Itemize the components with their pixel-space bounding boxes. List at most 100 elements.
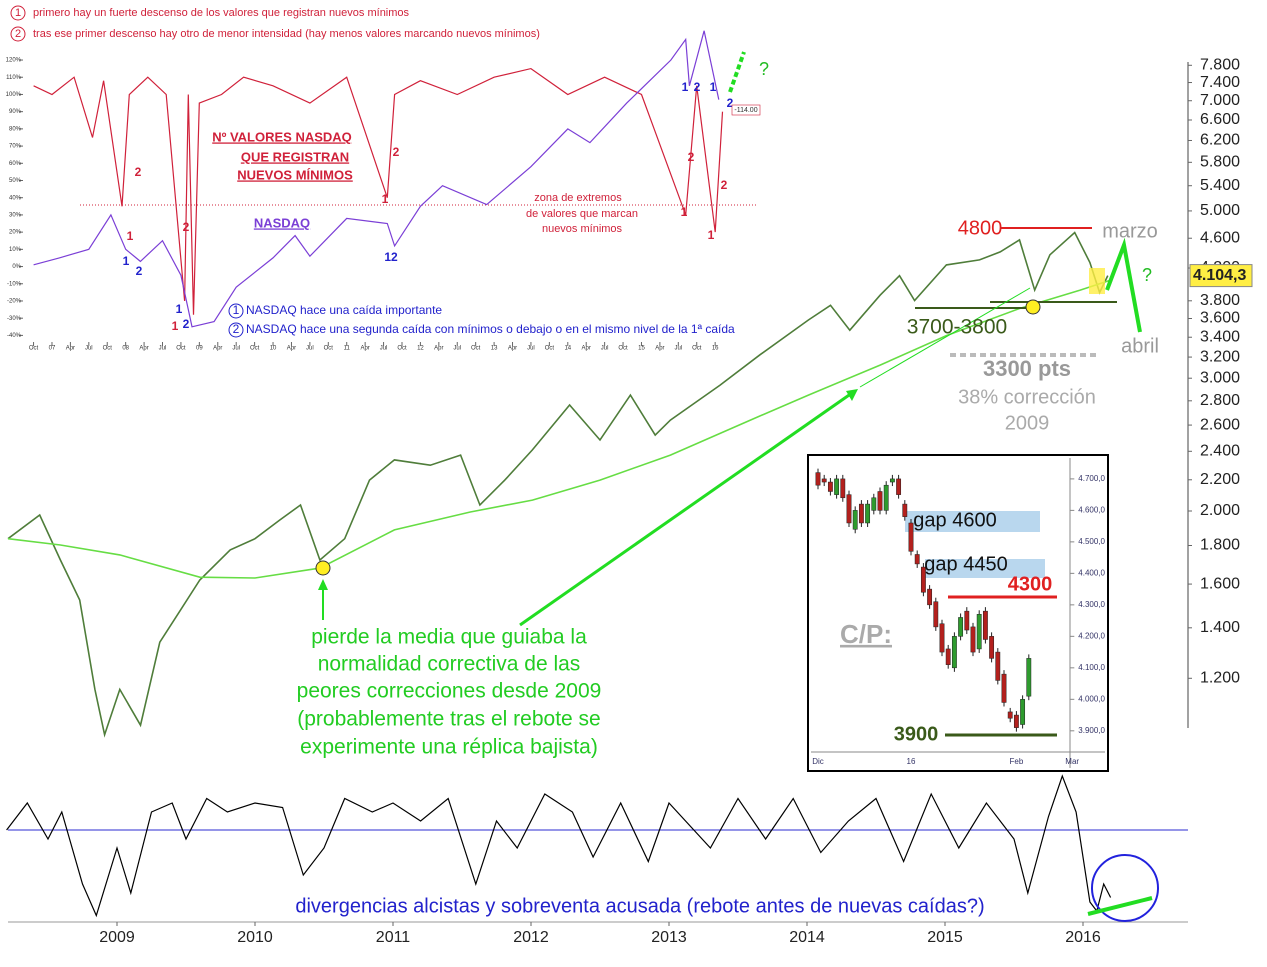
series-line <box>7 231 1109 738</box>
inset-frame <box>807 454 1109 772</box>
x-tick-label: 2009 <box>99 929 135 946</box>
candle-body <box>852 510 858 530</box>
month-label: abril <box>1121 335 1159 357</box>
x-tick-label: 2011 <box>376 929 411 946</box>
candle-body <box>982 610 988 640</box>
gap-label: gap 4600 <box>913 509 996 531</box>
wave-marker: 2 <box>727 96 734 110</box>
num-circle <box>228 322 244 338</box>
y-tick-label: 7.800 <box>1200 57 1240 74</box>
candle-body <box>877 491 883 511</box>
x-tick-label: Jul <box>232 346 240 352</box>
arrow-head <box>846 389 858 401</box>
x-tick-label: Jul <box>453 346 461 352</box>
y-tick-label: 4.700,0 <box>1078 474 1105 483</box>
candle-body <box>889 478 895 483</box>
y-tick-label: 3.200 <box>1200 348 1240 365</box>
y-tick-label: 80% <box>9 126 22 132</box>
y-tick-label: 10% <box>9 247 22 253</box>
zone-note: de valores que marcan <box>526 208 638 220</box>
candle-body <box>827 481 833 492</box>
inset-chart: 120%110%100%90%80%70%60%50%40%30%20%10%0… <box>0 0 758 354</box>
wave-marker: 2 <box>136 264 143 278</box>
y-tick-label: 2.400 <box>1200 443 1240 460</box>
x-tick-label: Apr <box>508 346 517 352</box>
question: ? <box>1142 265 1152 285</box>
y-tick-label: 2.600 <box>1200 416 1240 433</box>
wave-marker: 2 <box>135 165 142 179</box>
candle-body <box>902 503 908 517</box>
candle-body <box>834 478 840 495</box>
inset-title: Nº VALORES NASDAQ <box>212 129 352 144</box>
note-line: peores correcciones desde 2009 <box>297 680 602 703</box>
wave-marker: 1 <box>710 80 717 94</box>
candle-body <box>1007 711 1013 719</box>
x-tick-label: Oct <box>29 346 39 352</box>
wave-marker: 1 <box>123 254 130 268</box>
num-circle <box>228 303 244 319</box>
x-tick-label: Jul <box>527 346 535 352</box>
y-tick-label: 6.200 <box>1200 132 1240 149</box>
x-tick-label: Jul <box>601 346 609 352</box>
y-tick-label: 6.600 <box>1200 111 1240 128</box>
candle-body <box>1026 658 1032 697</box>
candle-body <box>995 651 1001 681</box>
x-tick-label: Apr <box>582 346 591 352</box>
candle-body <box>865 503 871 524</box>
annotations: 4800 marzo ? abril 3700-3800 3300 pts 38… <box>295 217 1159 922</box>
y-tick-label: 2.800 <box>1200 392 1240 409</box>
candle-body <box>958 617 964 637</box>
num-circle <box>10 26 26 42</box>
x-tick-label: Jul <box>159 346 167 352</box>
wave-marker: 1 <box>382 192 389 206</box>
x-tick-label: Oct <box>397 346 407 352</box>
inset-annotations: 1 primero hay un fuerte descenso de los … <box>10 5 769 338</box>
candle-body <box>914 554 920 565</box>
x-tick-label: 2012 <box>513 929 549 946</box>
divergence-line <box>1087 896 1153 916</box>
x-tick-label: 09 <box>196 346 203 352</box>
wave-marker: 1 <box>681 205 688 219</box>
y-tick-label: -30% <box>7 316 22 322</box>
wave-marker: 2 <box>688 150 695 164</box>
x-tick-label: Jul <box>306 346 314 352</box>
marker-circle <box>315 560 331 576</box>
candle-body <box>1001 673 1007 703</box>
month-label: marzo <box>1102 220 1158 242</box>
resistance-label: 4300 <box>1008 573 1053 595</box>
candle-body <box>920 566 926 593</box>
level-label: 4800 <box>958 217 1003 239</box>
y-tick-label: 4.400,0 <box>1078 568 1105 577</box>
candle-body <box>815 472 821 486</box>
candle-body <box>970 626 976 653</box>
x-tick-label: Oct <box>692 346 702 352</box>
y-tick-label: 90% <box>9 109 22 115</box>
y-tick-label: 3.400 <box>1200 328 1240 345</box>
y-tick-label: -10% <box>7 281 22 287</box>
highlight <box>1089 268 1105 294</box>
inset-title: NUEVOS MÍNIMOS <box>237 167 353 182</box>
support-label: 3900 <box>894 723 939 745</box>
y-tick-label: 30% <box>9 213 22 219</box>
candle-body <box>1013 714 1019 728</box>
inset-background <box>0 0 758 354</box>
wave-marker: 1 <box>682 80 689 94</box>
wave-marker: 12 <box>384 250 398 264</box>
x-tick-label: Apr <box>139 346 148 352</box>
gap-box <box>905 511 1040 532</box>
y-tick-label: 5.400 <box>1200 177 1240 194</box>
last-price-box <box>1189 264 1253 288</box>
y-tick-label: 7.000 <box>1200 92 1240 109</box>
y-tick-label: 100% <box>6 92 22 98</box>
x-tick-label: 08 <box>122 346 129 352</box>
wave-marker: 2 <box>183 220 190 234</box>
note-line: normalidad correctiva de las <box>318 653 581 676</box>
x-tick-label: 2014 <box>789 929 825 946</box>
last-price-label: 4.104,3 <box>1193 267 1246 284</box>
x-tick-label: Apr <box>434 346 443 352</box>
x-tick-label: 10 <box>270 346 277 352</box>
wave-marker: 1 <box>172 319 179 333</box>
y-tick-label: 1.600 <box>1200 575 1240 592</box>
y-tick-label: 2.000 <box>1200 502 1240 519</box>
